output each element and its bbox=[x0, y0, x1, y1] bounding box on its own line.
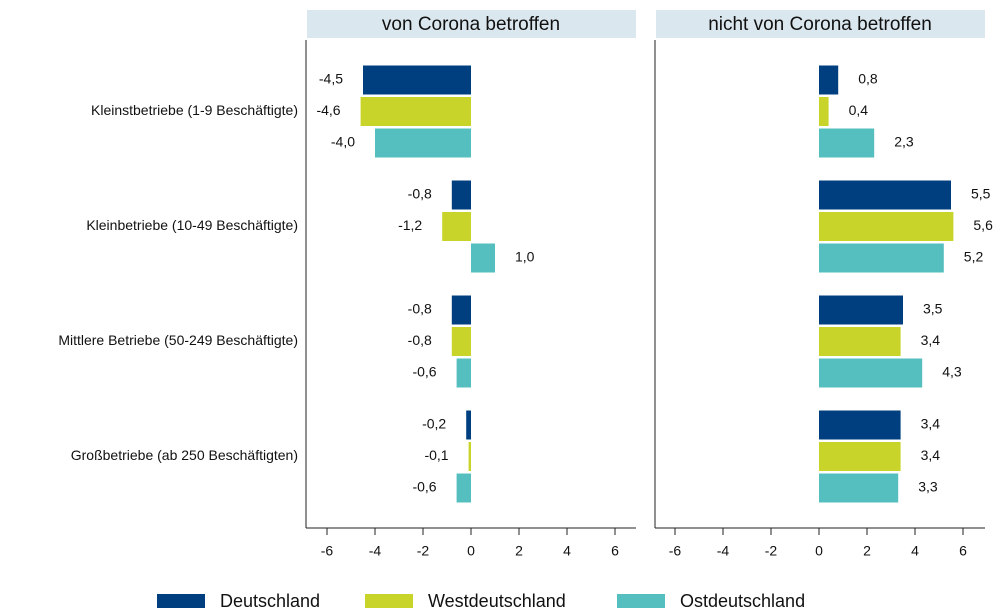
bar bbox=[819, 128, 875, 158]
data-label: -0,1 bbox=[424, 447, 448, 463]
x-tick-label: 6 bbox=[959, 543, 967, 559]
data-label: 5,6 bbox=[973, 217, 993, 233]
x-tick-label: 2 bbox=[863, 543, 871, 559]
data-label: -0,6 bbox=[412, 479, 436, 495]
x-tick-label: 0 bbox=[815, 543, 823, 559]
data-label: 1,0 bbox=[515, 249, 535, 265]
bar bbox=[819, 327, 901, 356]
panel-title: nicht von Corona betroffen bbox=[708, 14, 932, 35]
bar bbox=[819, 243, 944, 273]
panel-header bbox=[307, 10, 636, 38]
bar bbox=[360, 97, 471, 126]
bar bbox=[819, 212, 954, 241]
x-tick-label: 6 bbox=[611, 543, 619, 559]
bar bbox=[375, 128, 471, 158]
data-label: -4,6 bbox=[316, 102, 340, 118]
data-label: 3,4 bbox=[921, 416, 941, 432]
data-label: -1,2 bbox=[398, 217, 422, 233]
data-label: 3,4 bbox=[921, 447, 941, 463]
bar bbox=[363, 65, 471, 95]
x-tick-label: -6 bbox=[321, 543, 334, 559]
data-label: 2,3 bbox=[894, 134, 914, 150]
category-label: Kleinbetriebe (10-49 Beschäftigte) bbox=[86, 217, 298, 233]
data-label: 5,5 bbox=[971, 186, 991, 202]
x-tick-label: -4 bbox=[717, 543, 730, 559]
bar bbox=[451, 295, 471, 325]
data-label: 5,2 bbox=[964, 249, 984, 265]
bar bbox=[471, 243, 495, 273]
bar bbox=[819, 358, 923, 388]
data-label: 3,4 bbox=[921, 332, 941, 348]
category-label: Kleinstbetriebe (1-9 Beschäftigte) bbox=[91, 102, 298, 118]
bar bbox=[819, 442, 901, 471]
x-tick-label: 4 bbox=[563, 543, 571, 559]
bar bbox=[819, 65, 839, 95]
legend-label: Westdeutschland bbox=[428, 591, 566, 611]
legend-swatch bbox=[365, 594, 413, 608]
data-label: -4,0 bbox=[331, 134, 355, 150]
bar bbox=[456, 473, 471, 503]
x-tick-label: 0 bbox=[467, 543, 475, 559]
x-tick-label: -2 bbox=[417, 543, 430, 559]
bar bbox=[819, 97, 829, 126]
legend-label: Deutschland bbox=[220, 591, 320, 611]
legend-swatch bbox=[157, 594, 205, 608]
x-tick-label: 4 bbox=[911, 543, 919, 559]
category-label: Mittlere Betriebe (50-249 Beschäftigte) bbox=[58, 332, 298, 348]
data-label: 0,4 bbox=[849, 102, 869, 118]
x-tick-label: -2 bbox=[765, 543, 778, 559]
data-label: -0,8 bbox=[408, 301, 432, 317]
bar bbox=[466, 410, 471, 440]
data-label: -0,8 bbox=[408, 332, 432, 348]
bar bbox=[451, 327, 471, 356]
data-label: -0,8 bbox=[408, 186, 432, 202]
data-label: -4,5 bbox=[319, 71, 343, 87]
panel-title: von Corona betroffen bbox=[382, 14, 560, 35]
legend-swatch bbox=[617, 594, 665, 608]
data-label: 4,3 bbox=[942, 364, 962, 380]
data-label: 0,8 bbox=[858, 71, 878, 87]
bar bbox=[451, 180, 471, 210]
bar bbox=[819, 473, 899, 503]
bar bbox=[456, 358, 471, 388]
category-label: Großbetriebe (ab 250 Beschäftigten) bbox=[71, 447, 298, 463]
data-label: -0,2 bbox=[422, 416, 446, 432]
bar bbox=[442, 212, 471, 241]
data-label: 3,5 bbox=[923, 301, 943, 317]
bar bbox=[819, 295, 903, 325]
data-label: -0,6 bbox=[412, 364, 436, 380]
bar bbox=[819, 180, 951, 210]
data-label: 3,3 bbox=[918, 479, 938, 495]
x-tick-label: -4 bbox=[369, 543, 382, 559]
x-tick-label: -6 bbox=[669, 543, 682, 559]
bar bbox=[819, 410, 901, 440]
legend-label: Ostdeutschland bbox=[680, 591, 805, 611]
x-tick-label: 2 bbox=[515, 543, 523, 559]
bar bbox=[468, 442, 471, 471]
panel-header bbox=[656, 10, 985, 38]
